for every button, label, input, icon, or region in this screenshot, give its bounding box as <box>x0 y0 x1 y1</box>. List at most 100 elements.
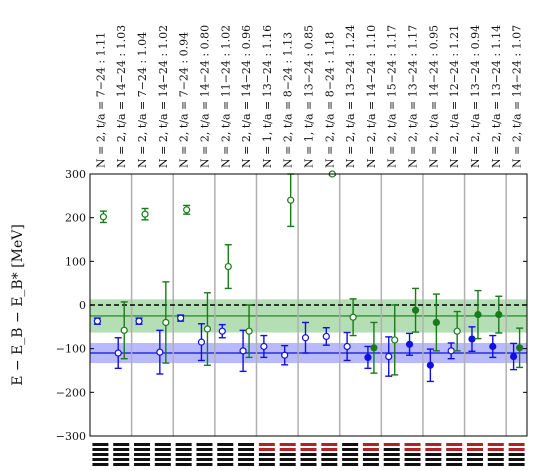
operator-stripe <box>508 443 525 446</box>
fit-label: N = 2, t/a = 14−24 : 1.07 <box>511 25 524 168</box>
operator-stripe <box>321 443 338 446</box>
operator-bar <box>466 443 483 466</box>
y-axis-ticks: −300 −200 −100 0 100 200 300 <box>56 168 527 443</box>
marker <box>495 311 503 319</box>
operator-stripe <box>466 458 483 461</box>
data-point-green <box>120 301 128 360</box>
marker <box>432 318 440 327</box>
marker <box>385 352 393 361</box>
operator-bars <box>92 443 525 466</box>
data-point-blue <box>114 337 122 370</box>
data-point-blue <box>197 323 206 362</box>
data-point-blue <box>301 321 310 354</box>
data-point-green <box>203 292 212 366</box>
data-point-green <box>245 304 253 359</box>
operator-bar <box>425 443 442 466</box>
data-point-green <box>183 204 191 215</box>
operator-stripe <box>92 448 109 451</box>
operator-stripe <box>487 463 504 466</box>
data-point-blue <box>385 336 393 377</box>
fit-label: N = 2, t/a = 13−24 : 1.17 <box>407 25 420 168</box>
marker <box>239 347 247 355</box>
fit-label: N = 2, t/a = 8−24 : 1.13 <box>282 32 295 168</box>
data-point-blue <box>322 327 330 346</box>
operator-bar <box>217 443 234 466</box>
marker <box>99 213 108 221</box>
operator-stripe <box>217 453 234 456</box>
fit-label: N = 2, t/a = 14−24 : 1.03 <box>115 25 128 168</box>
operator-stripe <box>300 458 317 461</box>
operator-stripe <box>383 463 400 466</box>
marker <box>114 349 122 357</box>
operator-bar <box>446 443 463 466</box>
operator-bar <box>508 443 525 466</box>
marker <box>370 344 378 352</box>
marker <box>322 332 330 341</box>
fit-label: N = 2, t/a = 12−24 : 1.21 <box>448 25 461 168</box>
operator-stripe <box>321 458 338 461</box>
data-point-green <box>391 304 399 376</box>
operator-stripe <box>92 453 109 456</box>
operator-stripe <box>466 463 483 466</box>
data-point-green <box>432 293 440 352</box>
operator-bar <box>92 443 109 466</box>
operator-stripe <box>217 448 234 451</box>
marker <box>224 262 232 271</box>
data-point-blue <box>405 332 414 356</box>
y-tick-label: 100 <box>65 255 86 268</box>
marker <box>391 336 399 344</box>
operator-stripe <box>321 448 338 451</box>
data-point-green <box>349 298 357 337</box>
fit-label: N = 2, t/a = 7−24 : 1.04 <box>136 32 149 168</box>
operator-bar <box>154 443 171 466</box>
operator-stripe <box>362 443 379 446</box>
operator-bar <box>300 443 317 466</box>
operator-stripe <box>300 448 317 451</box>
data-point-blue <box>156 329 164 375</box>
marker <box>426 361 434 369</box>
data-point-blue <box>177 314 185 322</box>
operator-stripe <box>446 463 463 466</box>
fit-label: N = 2, t/a = 15−24 : 1.17 <box>386 25 399 168</box>
operator-stripe <box>404 443 421 446</box>
fit-label: N = 2, t/a = 8−24 : 1.18 <box>323 32 336 168</box>
operator-stripe <box>175 453 192 456</box>
operator-stripe <box>425 463 442 466</box>
operator-bar <box>258 443 275 466</box>
marker <box>203 325 212 333</box>
operator-bar <box>134 443 151 466</box>
operator-stripe <box>342 458 359 461</box>
operator-stripe <box>487 458 504 461</box>
y-tick-label: −200 <box>56 386 86 399</box>
operator-stripe <box>446 458 463 461</box>
operator-stripe <box>134 448 151 451</box>
operator-stripe <box>113 448 130 451</box>
data-point-green <box>411 287 420 333</box>
operator-stripe <box>404 448 421 451</box>
operator-stripe <box>154 463 171 466</box>
marker <box>474 311 482 319</box>
operator-bar <box>175 443 192 466</box>
operator-stripe <box>404 463 421 466</box>
marker <box>411 306 420 314</box>
marker <box>183 206 191 214</box>
marker <box>245 327 253 335</box>
data-point-blue <box>468 326 476 352</box>
operator-stripe <box>92 463 109 466</box>
data-point-blue <box>364 345 372 370</box>
data-point-green <box>370 321 378 374</box>
operator-stripe <box>238 453 255 456</box>
operator-stripe <box>279 443 296 446</box>
operator-stripe <box>238 463 255 466</box>
operator-bar <box>113 443 130 466</box>
data-point-blue <box>343 331 351 362</box>
fit-label: N = 1, t/a = 13−24 : 0.85 <box>303 25 316 168</box>
operator-bar <box>362 443 379 466</box>
marker <box>301 334 310 342</box>
y-axis-label: E − E_B − E_B* [MeV] <box>10 224 26 386</box>
operator-stripe <box>362 448 379 451</box>
data-point-blue <box>218 323 226 339</box>
operator-stripe <box>113 453 130 456</box>
operator-stripe <box>154 458 171 461</box>
operator-stripe <box>196 448 213 451</box>
